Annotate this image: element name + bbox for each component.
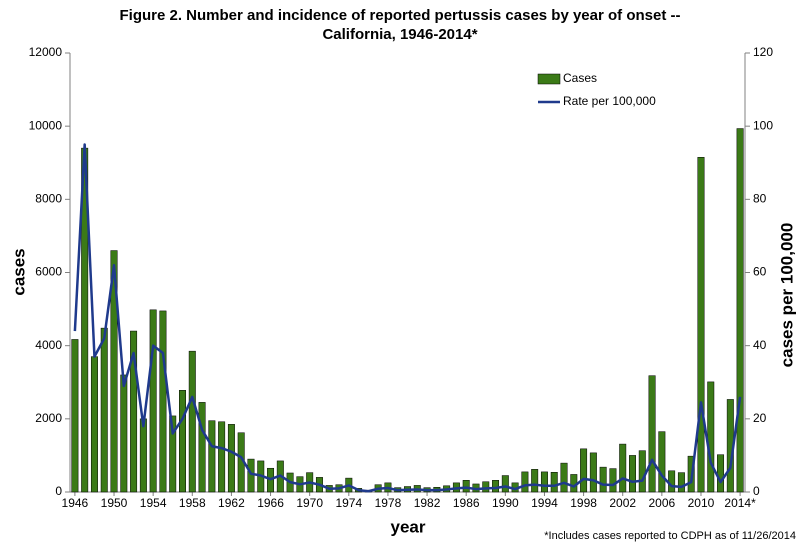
bar xyxy=(169,415,177,493)
bar xyxy=(560,462,568,493)
y-tick-label: 4000 xyxy=(35,338,62,352)
x-tick-label: 1950 xyxy=(101,496,128,510)
x-tick-label: 1962 xyxy=(218,496,245,510)
x-tick-label: 1970 xyxy=(296,496,323,510)
bar xyxy=(218,421,226,493)
y-tick-label: 0 xyxy=(55,484,62,498)
x-tick-label: 1986 xyxy=(453,496,480,510)
x-tick-label: 1974 xyxy=(335,496,362,510)
y-tick-label: 8000 xyxy=(35,192,62,206)
bar xyxy=(648,375,656,493)
legend-swatch xyxy=(537,73,561,85)
y-tick-label: 10000 xyxy=(29,118,63,132)
legend-label: Cases xyxy=(563,71,597,85)
x-tick-label: 1954 xyxy=(140,496,167,510)
bar xyxy=(521,471,529,493)
bar xyxy=(550,471,558,493)
x-tick-label: 2002 xyxy=(609,496,636,510)
legend-label: Rate per 100,000 xyxy=(563,94,656,108)
bar xyxy=(609,468,617,493)
bar xyxy=(589,452,597,493)
bar xyxy=(120,374,128,493)
bar xyxy=(492,480,500,493)
x-tick-label: 1990 xyxy=(492,496,519,510)
bar xyxy=(179,390,186,493)
x-tick-label: 2010 xyxy=(688,496,715,510)
x-tick-label: 1994 xyxy=(531,496,558,510)
bar xyxy=(599,466,607,493)
bar xyxy=(159,310,167,493)
y2-tick-label: 40 xyxy=(753,338,767,352)
x-tick-label: 1982 xyxy=(414,496,441,510)
rate-line xyxy=(73,143,742,493)
bar xyxy=(638,450,646,493)
y-tick-label: 6000 xyxy=(35,265,62,279)
bar xyxy=(717,454,725,493)
bar xyxy=(227,424,235,493)
y2-tick-label: 0 xyxy=(753,484,760,498)
bar xyxy=(247,458,255,493)
bar xyxy=(139,418,147,493)
y2-axis-title: cases per 100,000 xyxy=(777,223,796,368)
bar xyxy=(677,472,685,493)
bar xyxy=(149,309,157,493)
bar xyxy=(208,420,216,493)
bar xyxy=(100,327,108,493)
bar xyxy=(198,402,206,493)
x-tick-label: 1966 xyxy=(257,496,284,510)
footnote: *Includes cases reported to CDPH as of 1… xyxy=(544,530,796,542)
bar xyxy=(90,356,98,493)
bar xyxy=(71,339,79,493)
y-tick-label: 2000 xyxy=(35,411,62,425)
bar xyxy=(707,381,715,493)
x-tick-label: 2006 xyxy=(648,496,675,510)
bar xyxy=(658,431,666,493)
chart-title: California, 1946-2014* xyxy=(322,26,477,43)
bar xyxy=(580,448,588,493)
y2-tick-label: 80 xyxy=(753,192,767,206)
bar xyxy=(531,469,539,493)
y2-tick-label: 100 xyxy=(753,118,773,132)
y2-tick-label: 60 xyxy=(753,265,767,279)
x-tick-label: 1978 xyxy=(375,496,402,510)
y-axis-title: cases xyxy=(9,248,28,295)
bar xyxy=(482,481,490,493)
y-tick-label: 12000 xyxy=(29,45,63,59)
bar xyxy=(619,443,627,493)
y2-tick-label: 120 xyxy=(753,45,773,59)
bar xyxy=(668,470,676,493)
x-tick-label: 1946 xyxy=(62,496,89,510)
bar xyxy=(110,250,118,493)
bar xyxy=(130,330,138,493)
bar xyxy=(501,475,509,493)
chart-title: Figure 2. Number and incidence of report… xyxy=(120,7,681,24)
y2-tick-label: 20 xyxy=(753,411,767,425)
x-tick-label: 1958 xyxy=(179,496,206,510)
bar xyxy=(629,455,636,493)
bar xyxy=(540,471,548,493)
x-tick-label: 2014* xyxy=(724,496,756,510)
x-axis-title: year xyxy=(391,517,426,536)
x-tick-label: 1998 xyxy=(570,496,597,510)
bar xyxy=(188,350,196,493)
bar xyxy=(697,157,705,493)
bar xyxy=(462,480,470,493)
bar xyxy=(736,128,744,493)
